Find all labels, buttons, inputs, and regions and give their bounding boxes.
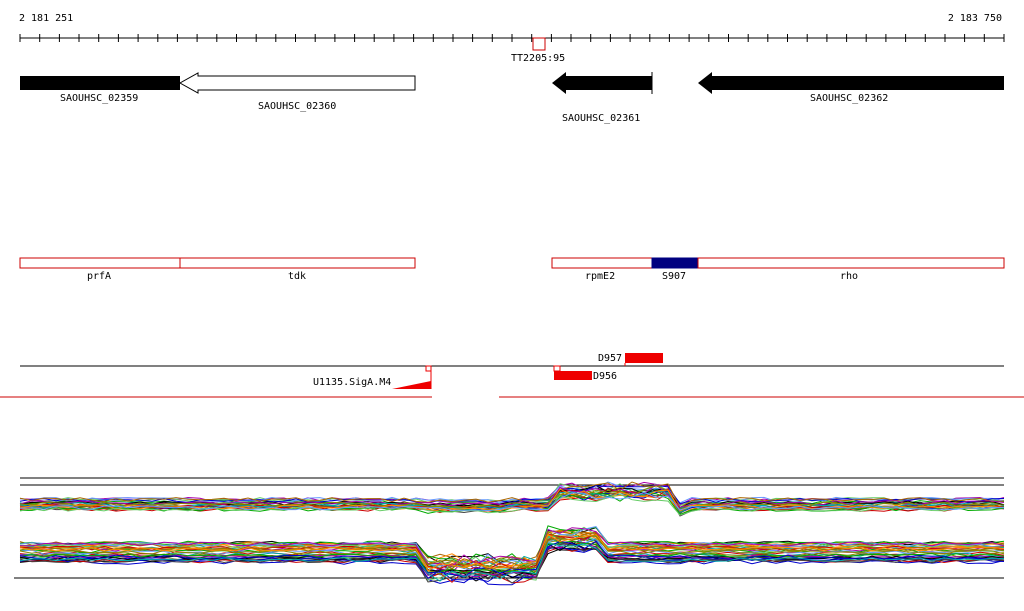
regulatory-label: D957: [598, 353, 622, 364]
expression-profile-line: [19, 532, 1005, 570]
regulatory-label: D956: [593, 371, 617, 382]
feature-label: rpmE2: [585, 271, 615, 282]
terminator-feature[interactable]: TT2205:95: [511, 37, 565, 64]
regulatory-u1135-siga-m4[interactable]: U1135.SigA.M4: [313, 365, 432, 389]
feature-s907[interactable]: S907: [651, 257, 699, 282]
gene-arrow-saouhsc-02359[interactable]: SAOUHSC_02359: [20, 76, 180, 104]
expression-profile-line: [19, 533, 1005, 569]
expression-profile-line: [19, 483, 1005, 507]
ruler-ticks: [19, 34, 1005, 42]
expression-profile-line: [19, 493, 1005, 516]
regulatory-label: U1135.SigA.M4: [313, 377, 391, 388]
feature-label: rho: [840, 271, 858, 282]
feature-label: tdk: [288, 271, 306, 282]
gene-arrow-saouhsc-02360[interactable]: SAOUHSC_02360: [178, 72, 416, 112]
gene-label: SAOUHSC_02362: [810, 93, 888, 104]
feature-rho[interactable]: rho: [697, 257, 1005, 282]
regulatory-track: D957 D956 U1135.SigA.M4: [0, 353, 1024, 398]
expression-profile-line: [19, 488, 1005, 512]
gene-track: SAOUHSC_02359 SAOUHSC_02360 SAOUHSC_0236…: [20, 72, 1004, 124]
gene-label: SAOUHSC_02359: [60, 93, 138, 104]
feature-label: S907: [662, 271, 686, 282]
coordinate-end-label: 2 183 750: [947, 13, 1002, 24]
regulatory-d956[interactable]: D956: [553, 365, 617, 382]
feature-label: prfA: [87, 271, 111, 282]
expression-profile-line: [19, 547, 1005, 582]
expression-profile-line: [19, 542, 1005, 582]
feature-rpme2[interactable]: rpmE2: [551, 257, 653, 282]
feature-tdk[interactable]: tdk: [179, 257, 416, 282]
expression-profile-line: [19, 541, 1005, 579]
expression-profile-line: [19, 527, 1005, 567]
coordinate-start-label: 2 181 251: [19, 13, 74, 24]
expression-profile-line: [19, 485, 1004, 512]
expression-profile-line: [19, 481, 1005, 509]
expression-profile-line: [19, 491, 1005, 512]
terminator-label: TT2205:95: [511, 53, 565, 64]
expression-profile-line: [19, 525, 1005, 566]
gene-label: SAOUHSC_02361: [562, 113, 640, 124]
expression-profile-line: [19, 484, 1005, 505]
gene-label: SAOUHSC_02360: [258, 101, 336, 112]
gene-arrow-saouhsc-02361[interactable]: SAOUHSC_02361: [552, 72, 653, 124]
expression-profile-line: [19, 484, 1005, 508]
feature-prfa[interactable]: prfA: [19, 257, 181, 282]
expression-profile-line: [19, 534, 1005, 575]
regulatory-d957[interactable]: D957: [598, 353, 663, 366]
gene-arrow-saouhsc-02362[interactable]: SAOUHSC_02362: [698, 72, 1004, 104]
feature-track: prfA tdk rpmE2 S907 rho: [19, 257, 1005, 282]
coordinate-ruler: [19, 34, 1005, 42]
expression-profile-line: [19, 533, 1005, 572]
expression-profile-line: [19, 535, 1005, 574]
expression-profile-track: [14, 477, 1005, 586]
expression-profile-line: [19, 542, 1005, 584]
